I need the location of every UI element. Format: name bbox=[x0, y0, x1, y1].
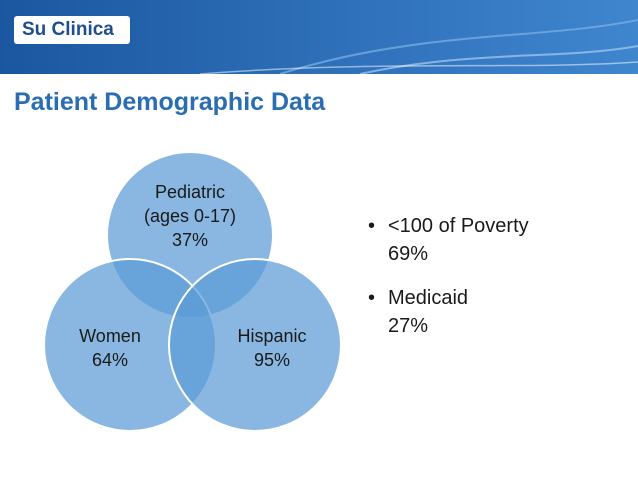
venn-value-pediatric: 37% bbox=[172, 230, 208, 250]
venn-circle-hispanic bbox=[168, 258, 342, 432]
venn-label-women: Women bbox=[79, 326, 141, 346]
bullet-item-medicaid: • Medicaid 27% bbox=[366, 284, 626, 340]
venn-value-hispanic: 95% bbox=[254, 350, 290, 370]
bullet-item-poverty: • <100 of Poverty 69% bbox=[366, 212, 626, 268]
logo: Su Clinica bbox=[14, 16, 130, 44]
venn-sublabel-pediatric: (ages 0-17) bbox=[144, 206, 236, 226]
venn-value-women: 64% bbox=[92, 350, 128, 370]
bullet-label: Medicaid bbox=[388, 287, 469, 309]
bullet-value: 69% bbox=[388, 243, 429, 265]
venn-label-pediatric: Pediatric bbox=[155, 182, 225, 202]
venn-label-hispanic: Hispanic bbox=[237, 326, 306, 346]
bullet-value: 27% bbox=[388, 315, 429, 337]
bullet-marker: • bbox=[368, 287, 376, 309]
bullet-list: • <100 of Poverty 69% • Medicaid 27% bbox=[366, 212, 626, 356]
bullet-label: <100 of Poverty bbox=[388, 215, 529, 237]
page-title: Patient Demographic Data bbox=[14, 88, 326, 116]
logo-text: Su Clinica bbox=[22, 19, 114, 40]
header-banner: Su Clinica bbox=[0, 0, 638, 75]
bullet-marker: • bbox=[368, 215, 376, 237]
